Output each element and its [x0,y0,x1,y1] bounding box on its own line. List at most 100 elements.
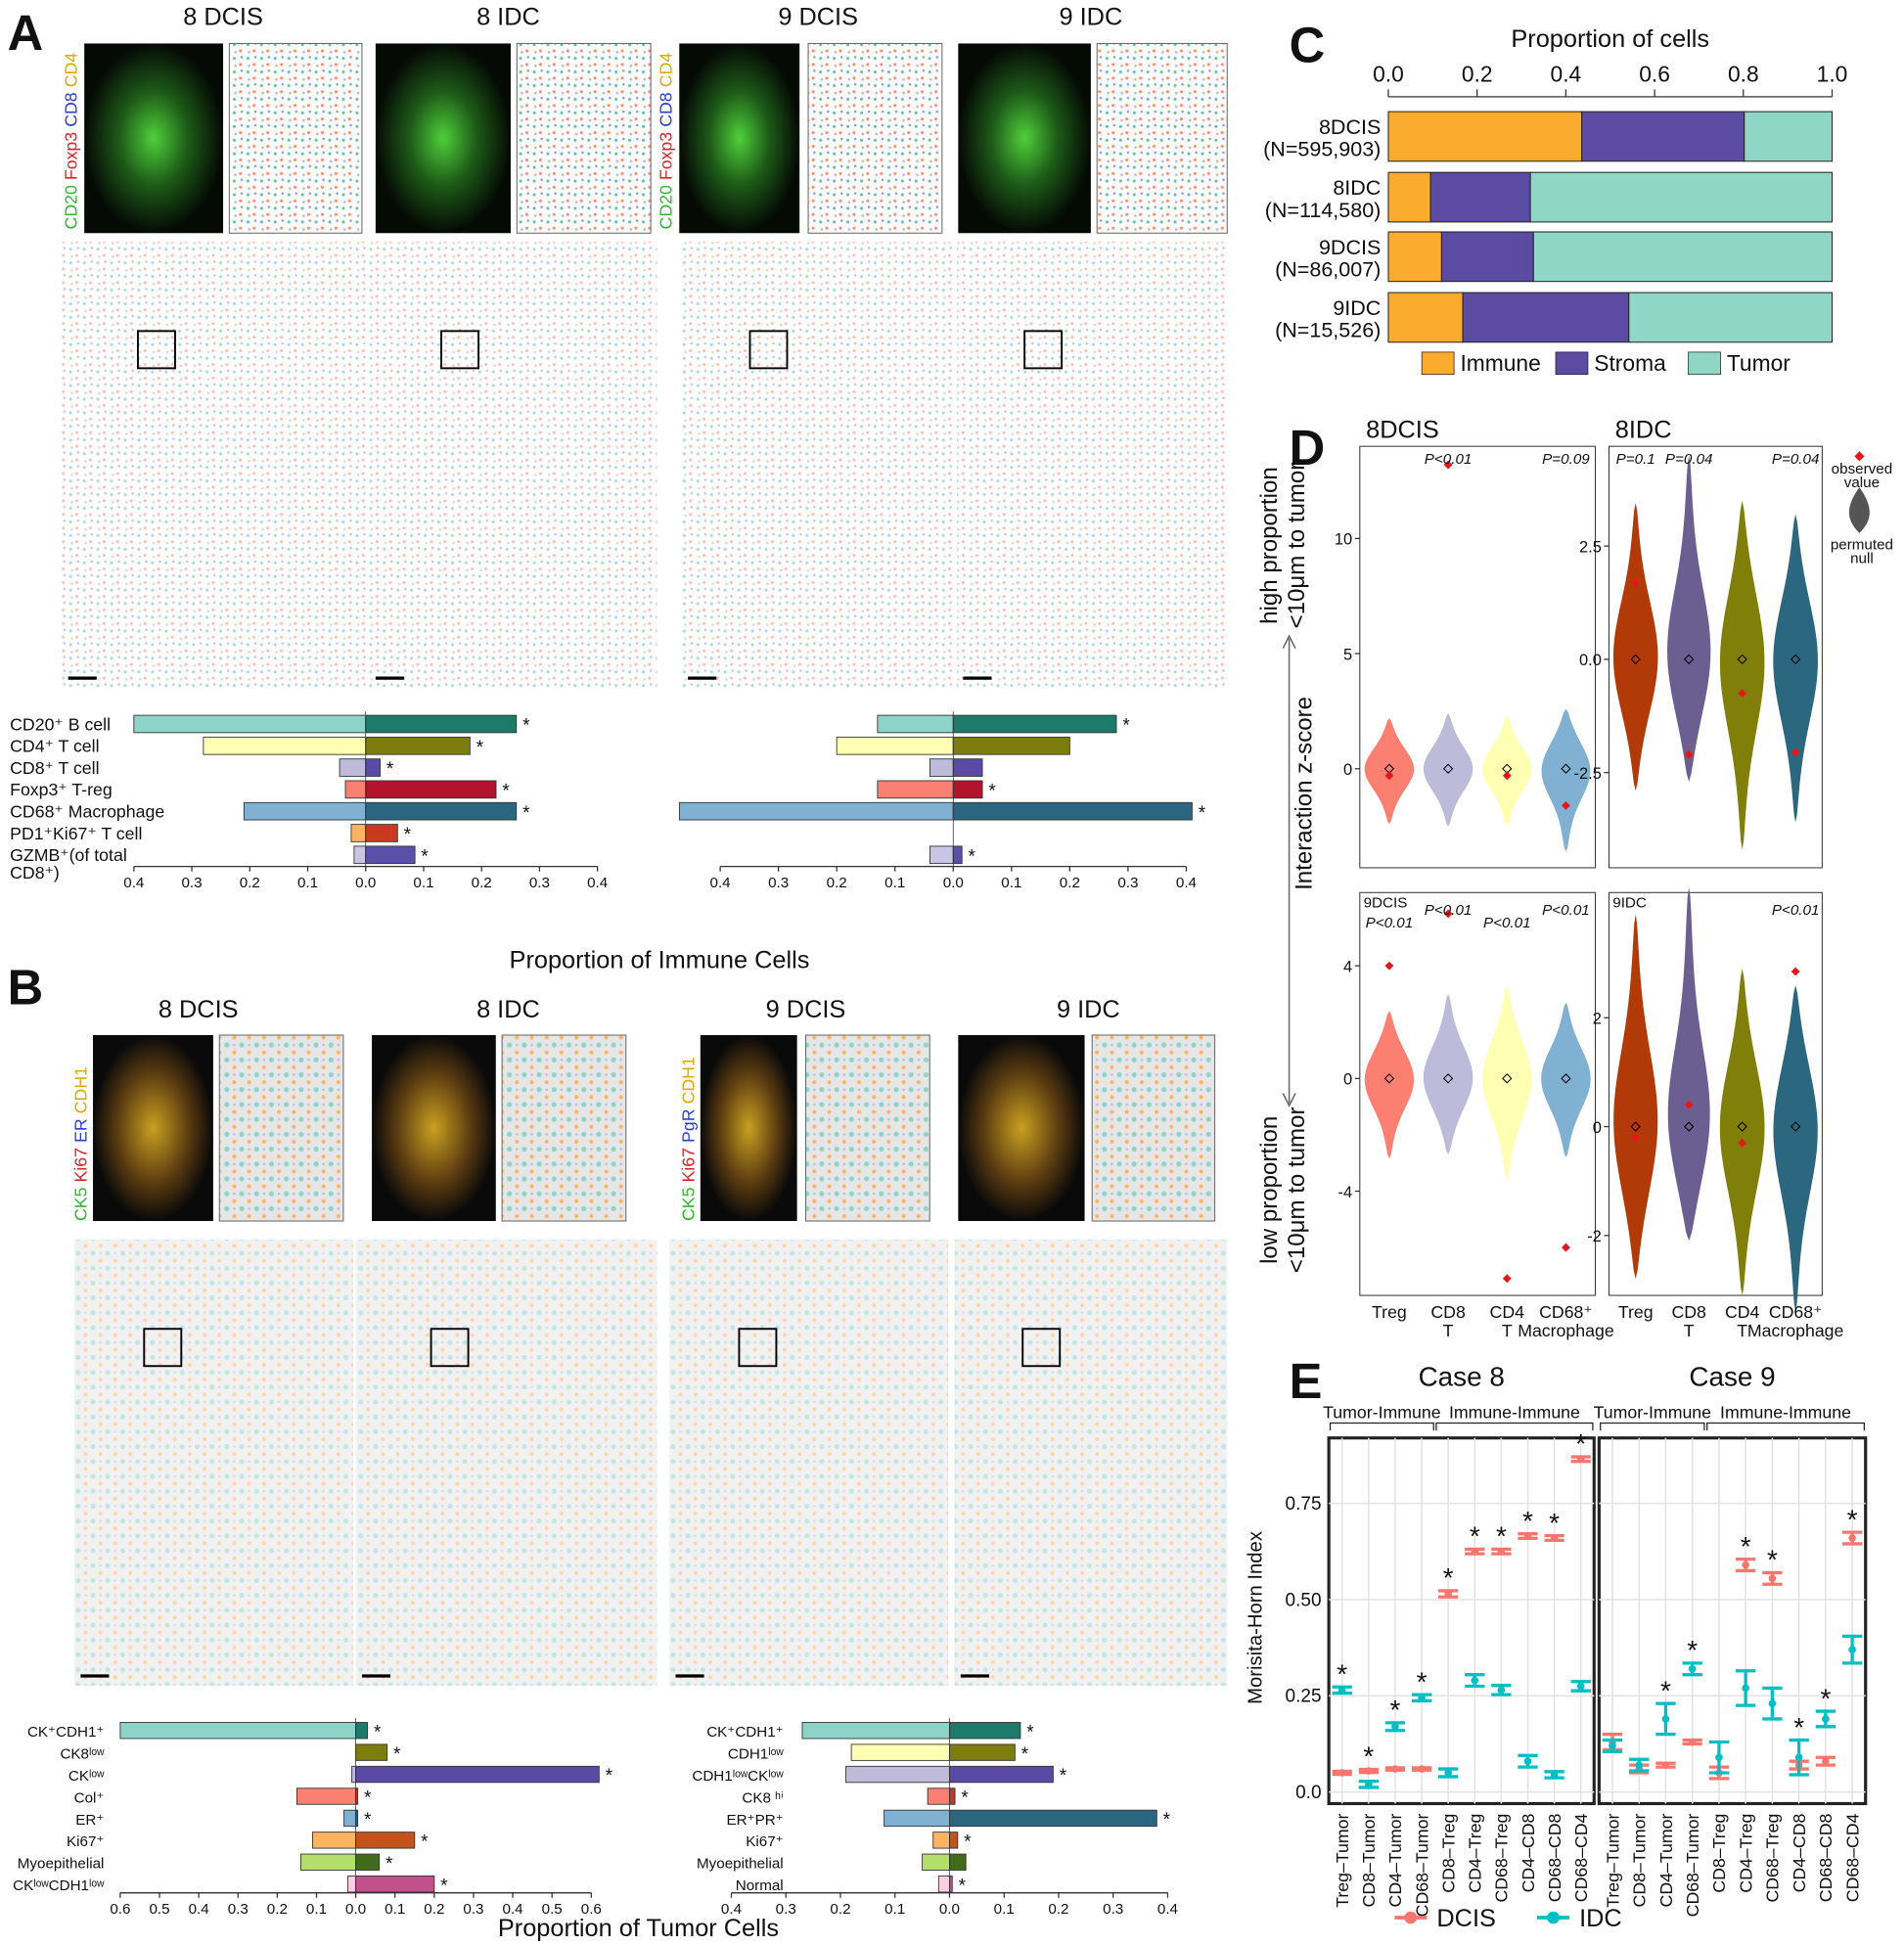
bar [952,714,1117,734]
bar-segment [1532,231,1834,283]
category-label: CDH1ˡᵒʷCKˡᵒʷ [692,1768,784,1785]
point [1768,1699,1777,1707]
x-tick-label: CD68–CD8 [1545,1813,1564,1902]
significance-star: * [606,1766,613,1787]
x-tick-label: 0.1 [297,875,318,891]
point [1822,1715,1830,1723]
p-value: P=0.04 [1772,451,1820,468]
y-axis-note: <10μm to tumor [1284,1108,1310,1274]
inset-box [136,330,176,370]
point [1661,1761,1670,1769]
p-value: P<0.01 [1366,915,1414,931]
point [1742,1561,1749,1569]
x-tick-label: 0.4 [123,875,144,891]
category-label: CD8⁺ T cell [10,758,99,778]
point [1822,1757,1830,1765]
x-tick-label: 0.3 [776,1901,796,1918]
x-tick-label: 0.3 [463,1901,483,1918]
point [1391,1722,1399,1731]
bar [884,1809,950,1828]
significance-star: * [1549,1508,1560,1538]
significance-star: * [1417,1666,1428,1696]
x-tick-label: 0.1 [994,1901,1015,1918]
significance-star: * [1060,1766,1067,1787]
inset-box [440,330,479,370]
violin [1612,503,1658,792]
inset-box [738,1328,778,1368]
violin [1364,1011,1415,1159]
y-tick-label: 0.0 [1295,1783,1321,1803]
observed-value [1502,771,1512,781]
bar [836,736,954,755]
observed-value [1738,689,1747,699]
null-median [1737,1121,1747,1132]
p-value: P<0.01 [1425,451,1473,468]
cell-map [1096,42,1228,234]
bar-segment [1387,171,1431,223]
legend-swatch [1421,351,1455,376]
category-label: Col⁺ [74,1789,105,1806]
x-tick-label: 0.2 [827,875,847,891]
x-tick-label: Treg [1372,1302,1407,1322]
y-axis-title: Morisita-Horn Index [1246,1531,1267,1704]
fluorescence-image [958,1034,1085,1222]
null-median [1684,1121,1695,1132]
channel-name: Foxp3 [657,132,676,180]
point [1768,1574,1777,1583]
y-tick-label: 0.0 [1579,652,1602,669]
x-tick-label: 0.1 [413,875,433,891]
category-label: GZMB⁺(of total [10,845,127,865]
bar [365,736,471,755]
n-label: (N=15,526) [1275,319,1381,342]
p-value: P<0.01 [1542,902,1590,919]
channel-name: CK5 [678,1187,698,1221]
significance-star: * [421,1832,429,1852]
bar [801,1722,950,1740]
significance-star: * [1767,1545,1778,1575]
significance-star: * [1199,803,1206,824]
cell-map [501,1034,627,1222]
fluorescence-image [375,43,511,234]
bar [850,1743,950,1761]
x-tick-label: 0.4 [1157,1901,1178,1918]
observed-value [1562,800,1570,810]
x-tick-label: CD4–Tumor [1385,1814,1405,1908]
p-value: P=0.09 [1542,451,1590,468]
bar [355,1853,381,1871]
fluorescence-image [84,43,224,234]
channel-name: CD4 [62,53,81,88]
null-median [1630,1121,1641,1132]
violin [1482,715,1532,827]
bar [937,1876,950,1893]
significance-star: * [522,716,530,737]
category-label: CD4⁺ T cell [10,737,99,756]
legend-swatch [1555,351,1589,376]
channel-name: Foxp3 [62,132,81,180]
x-tick-label: CD4–CD8 [1519,1813,1538,1892]
significance-star: * [404,825,412,845]
null-median [1790,654,1801,665]
x-tick-label: T [1502,1321,1513,1340]
legend-label: permuted [1831,536,1893,553]
violin [1719,500,1765,850]
panel-label: B [8,959,44,1015]
x-tick-label: 0.4 [710,875,731,891]
x-tick-label: 0.0 [345,1901,366,1918]
x-tick-label: 0.4 [721,1901,742,1918]
legend-observed [1854,451,1865,462]
point [1688,1664,1697,1673]
y-tick-label: -2 [1587,1228,1602,1245]
panel-label: D [1290,420,1326,475]
fluorescence-image [700,1034,797,1222]
image-title: 8 DCIS [183,3,263,30]
legend-label: DCIS [1436,1905,1496,1932]
bar-segment [1628,292,1834,343]
point [1576,1455,1585,1464]
y-tick-label: 0.25 [1286,1687,1322,1707]
x-tick-label: 0.8 [1728,62,1759,87]
x-tick-label: T [1443,1321,1454,1340]
channel-name: CD20 [62,185,81,229]
group-bracket [1329,1422,1434,1431]
bar [243,801,367,821]
bar [350,824,367,842]
